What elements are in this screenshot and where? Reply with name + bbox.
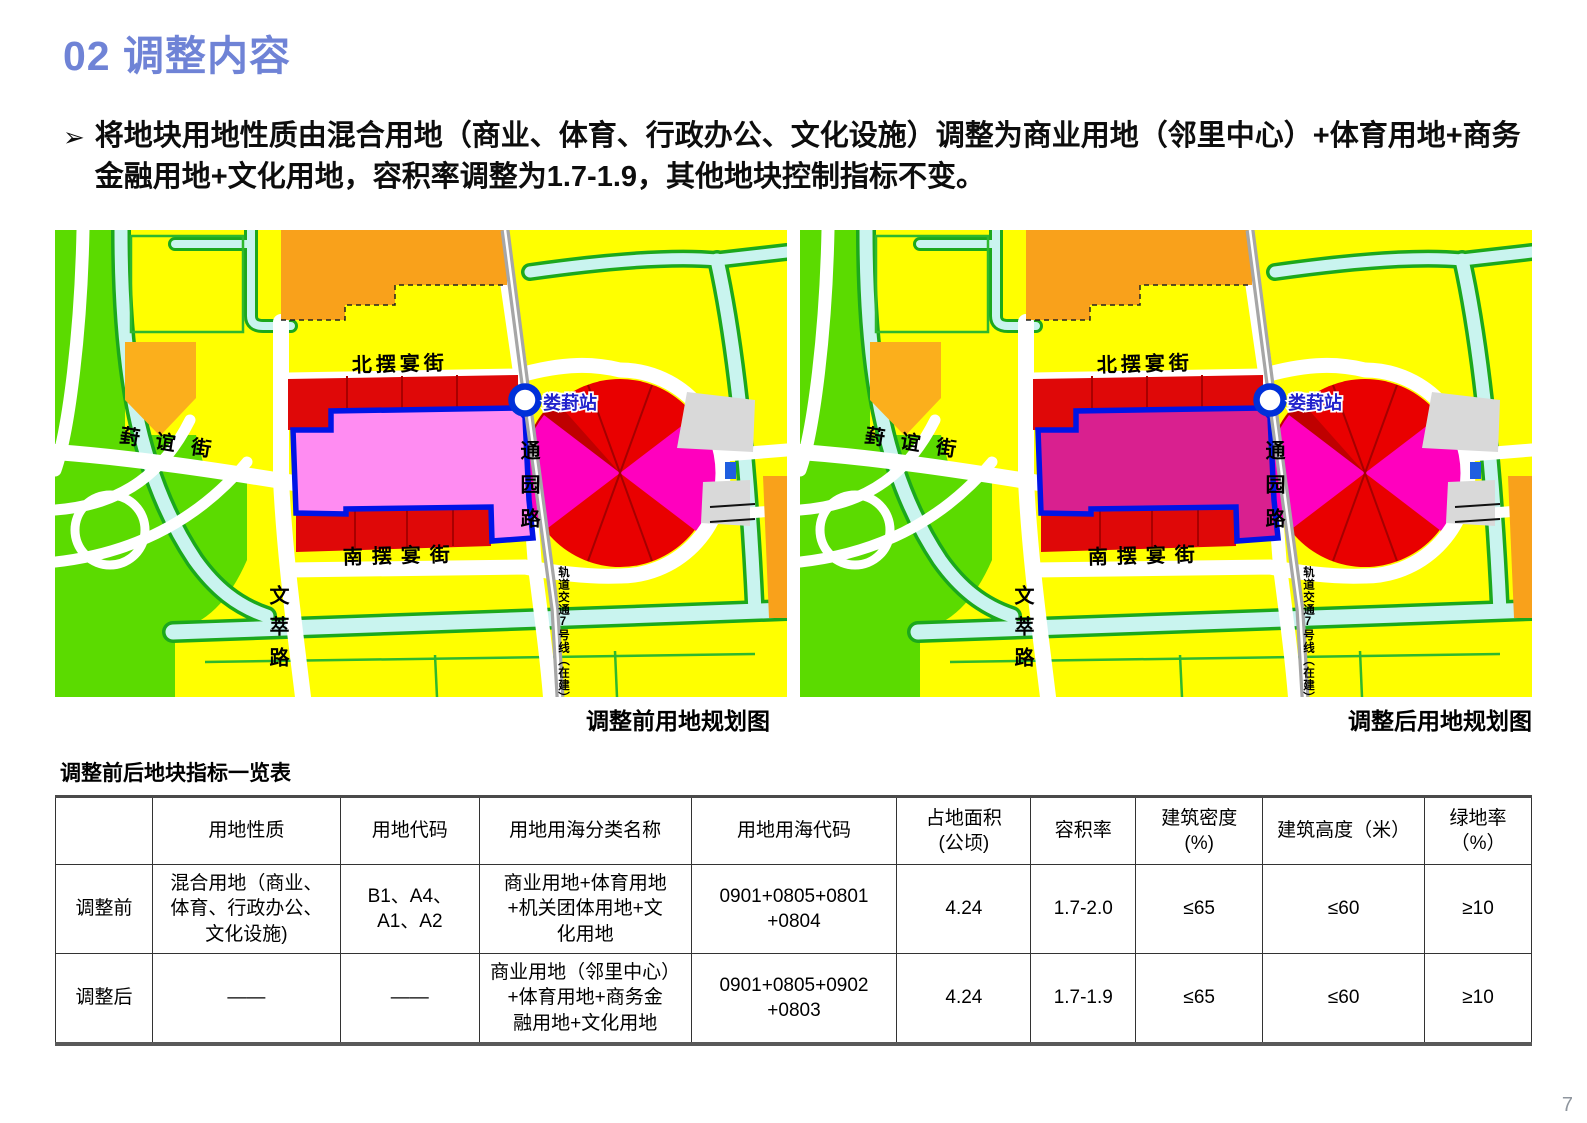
cell-green: ≥10 (1424, 864, 1532, 954)
cell-far: 1.7-1.9 (1030, 953, 1137, 1045)
cell-area: 4.24 (896, 953, 1032, 1045)
header-sea-class-name: 用地用海分类名称 (478, 796, 692, 865)
cell-far: 1.7-2.0 (1030, 864, 1137, 954)
header-land-nature: 用地性质 (151, 796, 341, 865)
cell-code: B1、A4、 A1、A2 (339, 864, 480, 954)
header-land-code: 用地代码 (339, 796, 480, 865)
cell-green: ≥10 (1424, 953, 1532, 1045)
map-before-svg (55, 230, 787, 697)
cell-height: ≤60 (1262, 953, 1426, 1045)
header-row: 用地性质 用地代码 用地用海分类名称 用地用海代码 占地面积 (公顷) 容积率 … (55, 796, 1532, 865)
header-height: 建筑高度（米） (1262, 796, 1426, 865)
header-density: 建筑密度 (%) (1135, 796, 1264, 865)
intro-paragraph: ➢ 将地块用地性质由混合用地（商业、体育、行政办公、文化设施）调整为商业用地（邻… (63, 116, 1531, 199)
page-number: 7 (1561, 1094, 1573, 1116)
page-title: 02 调整内容 (63, 33, 291, 79)
table-row-after: 调整后 —— —— 商业用地（邻里中心） +体育用地+商务金 融用地+文化用地 … (55, 953, 1532, 1045)
cell-sea-name: 商业用地+体育用地 +机关团体用地+文 化用地 (478, 864, 692, 954)
map-caption-before: 调整前用地规划图 (586, 708, 770, 734)
header-blank (55, 796, 153, 865)
header-area: 占地面积 (公顷) (896, 796, 1032, 865)
cell-area: 4.24 (896, 864, 1032, 954)
cell-nature: —— (151, 953, 341, 1045)
cell-density: ≤65 (1135, 864, 1264, 954)
map-after (800, 230, 1532, 697)
cell-height: ≤60 (1262, 864, 1426, 954)
cell-code: —— (339, 953, 480, 1045)
intro-text: 将地块用地性质由混合用地（商业、体育、行政办公、文化设施）调整为商业用地（邻里中… (94, 120, 1521, 194)
header-green-rate: 绿地率（%） (1424, 796, 1532, 865)
table-title: 调整前后地块指标一览表 (60, 762, 291, 785)
cell-density: ≤65 (1135, 953, 1264, 1045)
cell-sea-code: 0901+0805+0902 +0803 (690, 953, 898, 1045)
table-row-before: 调整前 混合用地（商业、 体育、行政办公、 文化设施) B1、A4、 A1、A2… (55, 864, 1532, 954)
indicator-table: 用地性质 用地代码 用地用海分类名称 用地用海代码 占地面积 (公顷) 容积率 … (55, 795, 1532, 1046)
map-after-svg (800, 230, 1532, 697)
cell-sea-code: 0901+0805+0801 +0804 (690, 864, 898, 954)
cell-nature: 混合用地（商业、 体育、行政办公、 文化设施) (151, 864, 341, 954)
map-before (55, 230, 787, 697)
cell-sea-name: 商业用地（邻里中心） +体育用地+商务金 融用地+文化用地 (478, 953, 692, 1045)
bullet-arrow-icon: ➢ (63, 122, 85, 152)
header-far: 容积率 (1030, 796, 1137, 865)
header-sea-code: 用地用海代码 (690, 796, 898, 865)
map-caption-after: 调整后用地规划图 (1348, 708, 1532, 734)
row-label: 调整前 (55, 864, 153, 954)
row-label: 调整后 (55, 953, 153, 1045)
